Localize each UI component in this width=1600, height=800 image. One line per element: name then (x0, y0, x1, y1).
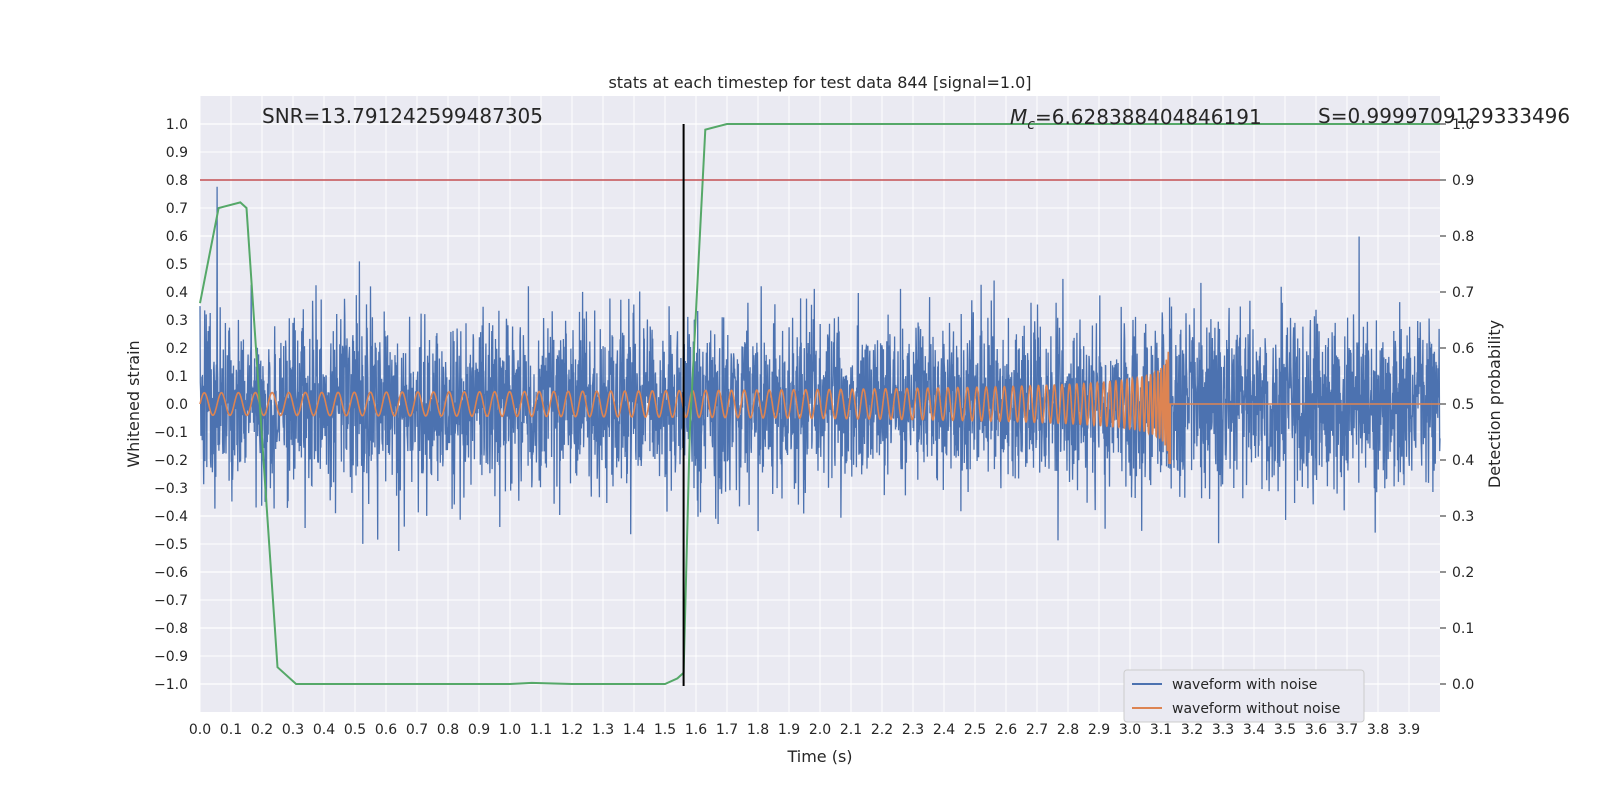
x-tick-label: 2.2 (871, 722, 893, 738)
chirp-mass-annotation: Mc=6.628388404846191 (1010, 105, 1262, 133)
y-tick-label-left: 0.1 (166, 369, 188, 385)
y-tick-label-left: 0.2 (166, 341, 188, 357)
y-tick-label-left: 0.0 (166, 397, 188, 413)
x-tick-label: 3.5 (1274, 722, 1296, 738)
x-tick-label: 3.9 (1398, 722, 1420, 738)
x-axis-label: Time (s) (786, 747, 852, 766)
x-tick-label: 1.1 (530, 722, 552, 738)
y-tick-label-left: −0.8 (154, 621, 188, 637)
y-tick-label-right: 0.9 (1452, 173, 1474, 189)
x-tick-label: 0.4 (313, 722, 335, 738)
x-tick-label: 2.6 (995, 722, 1017, 738)
x-tick-label: 1.3 (592, 722, 614, 738)
y-tick-label-left: 0.8 (166, 173, 188, 189)
chart-title: stats at each timestep for test data 844… (608, 73, 1031, 92)
x-tick-label: 0.5 (344, 722, 366, 738)
y-tick-label-left: 0.3 (166, 313, 188, 329)
y-tick-label-left: 0.9 (166, 145, 188, 161)
x-tick-label: 1.9 (778, 722, 800, 738)
y-tick-label-right: 0.5 (1452, 397, 1474, 413)
legend-label-noisy: waveform with noise (1172, 677, 1317, 693)
y-tick-label-left: 0.4 (166, 285, 188, 301)
x-tick-label: 3.6 (1305, 722, 1327, 738)
x-tick-label: 1.4 (623, 722, 645, 738)
x-tick-label: 2.1 (840, 722, 862, 738)
series-detection-probability (199, 123, 1440, 685)
s-annotation: S=0.9999709129333496 (1318, 104, 1570, 128)
snr-annotation: SNR=13.791242599487305 (262, 104, 543, 128)
x-tick-label: 2.4 (933, 722, 955, 738)
y-tick-label-left: 1.0 (166, 117, 188, 133)
legend-box (1123, 669, 1365, 723)
y-tick-label-right: 0.0 (1452, 677, 1474, 693)
x-tick-label: 0.2 (251, 722, 273, 738)
x-tick-label: 0.0 (189, 722, 211, 738)
y-tick-label-right: 0.2 (1452, 565, 1474, 581)
series-waveform-with-noise (199, 186, 1441, 552)
x-tick-label: 0.7 (406, 722, 428, 738)
series-waveform-without-noise (199, 351, 1440, 464)
y-tick-label-left: −0.9 (154, 649, 188, 665)
x-tick-label: 1.5 (654, 722, 676, 738)
x-tick-label: 3.1 (1150, 722, 1172, 738)
x-tick-label: 0.1 (220, 722, 242, 738)
chirp-mass-symbol: M (1010, 105, 1027, 129)
x-tick-label: 0.3 (282, 722, 304, 738)
y-tick-label-left: −1.0 (154, 677, 188, 693)
y-tick-label-right: 0.3 (1452, 509, 1474, 525)
x-tick-label: 3.7 (1336, 722, 1358, 738)
y-tick-label-left: −0.7 (154, 593, 188, 609)
x-tick-label: 3.3 (1212, 722, 1234, 738)
y-tick-label-left: −0.2 (154, 453, 188, 469)
x-tick-label: 3.4 (1243, 722, 1265, 738)
x-tick-label: 1.6 (685, 722, 707, 738)
y-tick-label-left: 0.6 (166, 229, 188, 245)
x-tick-label: 0.8 (437, 722, 459, 738)
y-axis-label-left: Whitened strain (124, 340, 143, 467)
x-tick-label: 1.7 (716, 722, 738, 738)
x-tick-label: 1.8 (747, 722, 769, 738)
legend: waveform with noise waveform without noi… (1123, 669, 1365, 723)
x-tick-label: 2.5 (964, 722, 986, 738)
x-tick-label: 0.6 (375, 722, 397, 738)
x-tick-label: 1.0 (499, 722, 521, 738)
y-tick-label-right: 0.7 (1452, 285, 1474, 301)
y-tick-label-right: 0.4 (1452, 453, 1474, 469)
y-tick-label-left: 0.5 (166, 257, 188, 273)
y-tick-label-left: −0.4 (154, 509, 188, 525)
x-tick-label: 2.8 (1057, 722, 1079, 738)
x-tick-label: 2.7 (1026, 722, 1048, 738)
legend-label-clean: waveform without noise (1172, 701, 1340, 717)
y-tick-label-left: −0.5 (154, 537, 188, 553)
x-tick-label: 1.2 (561, 722, 583, 738)
y-tick-label-right: 0.1 (1452, 621, 1474, 637)
chirp-mass-subscript: c (1027, 117, 1035, 133)
chirp-mass-value: =6.628388404846191 (1035, 105, 1262, 129)
y-tick-label-right: 0.8 (1452, 229, 1474, 245)
y-tick-label-right: 1.0 (1452, 117, 1474, 133)
y-axis-label-right: Detection probability (1485, 320, 1504, 488)
y-tick-label-right: 0.6 (1452, 341, 1474, 357)
x-tick-label: 2.0 (809, 722, 831, 738)
y-tick-label-left: −0.3 (154, 481, 188, 497)
x-tick-label: 3.2 (1181, 722, 1203, 738)
x-tick-label: 3.8 (1367, 722, 1389, 738)
y-tick-label-left: 0.7 (166, 201, 188, 217)
x-tick-label: 3.0 (1119, 722, 1141, 738)
x-tick-label: 2.3 (902, 722, 924, 738)
x-tick-label: 0.9 (468, 722, 490, 738)
x-tick-label: 2.9 (1088, 722, 1110, 738)
y-tick-label-left: −0.6 (154, 565, 188, 581)
y-tick-label-left: −0.1 (154, 425, 188, 441)
